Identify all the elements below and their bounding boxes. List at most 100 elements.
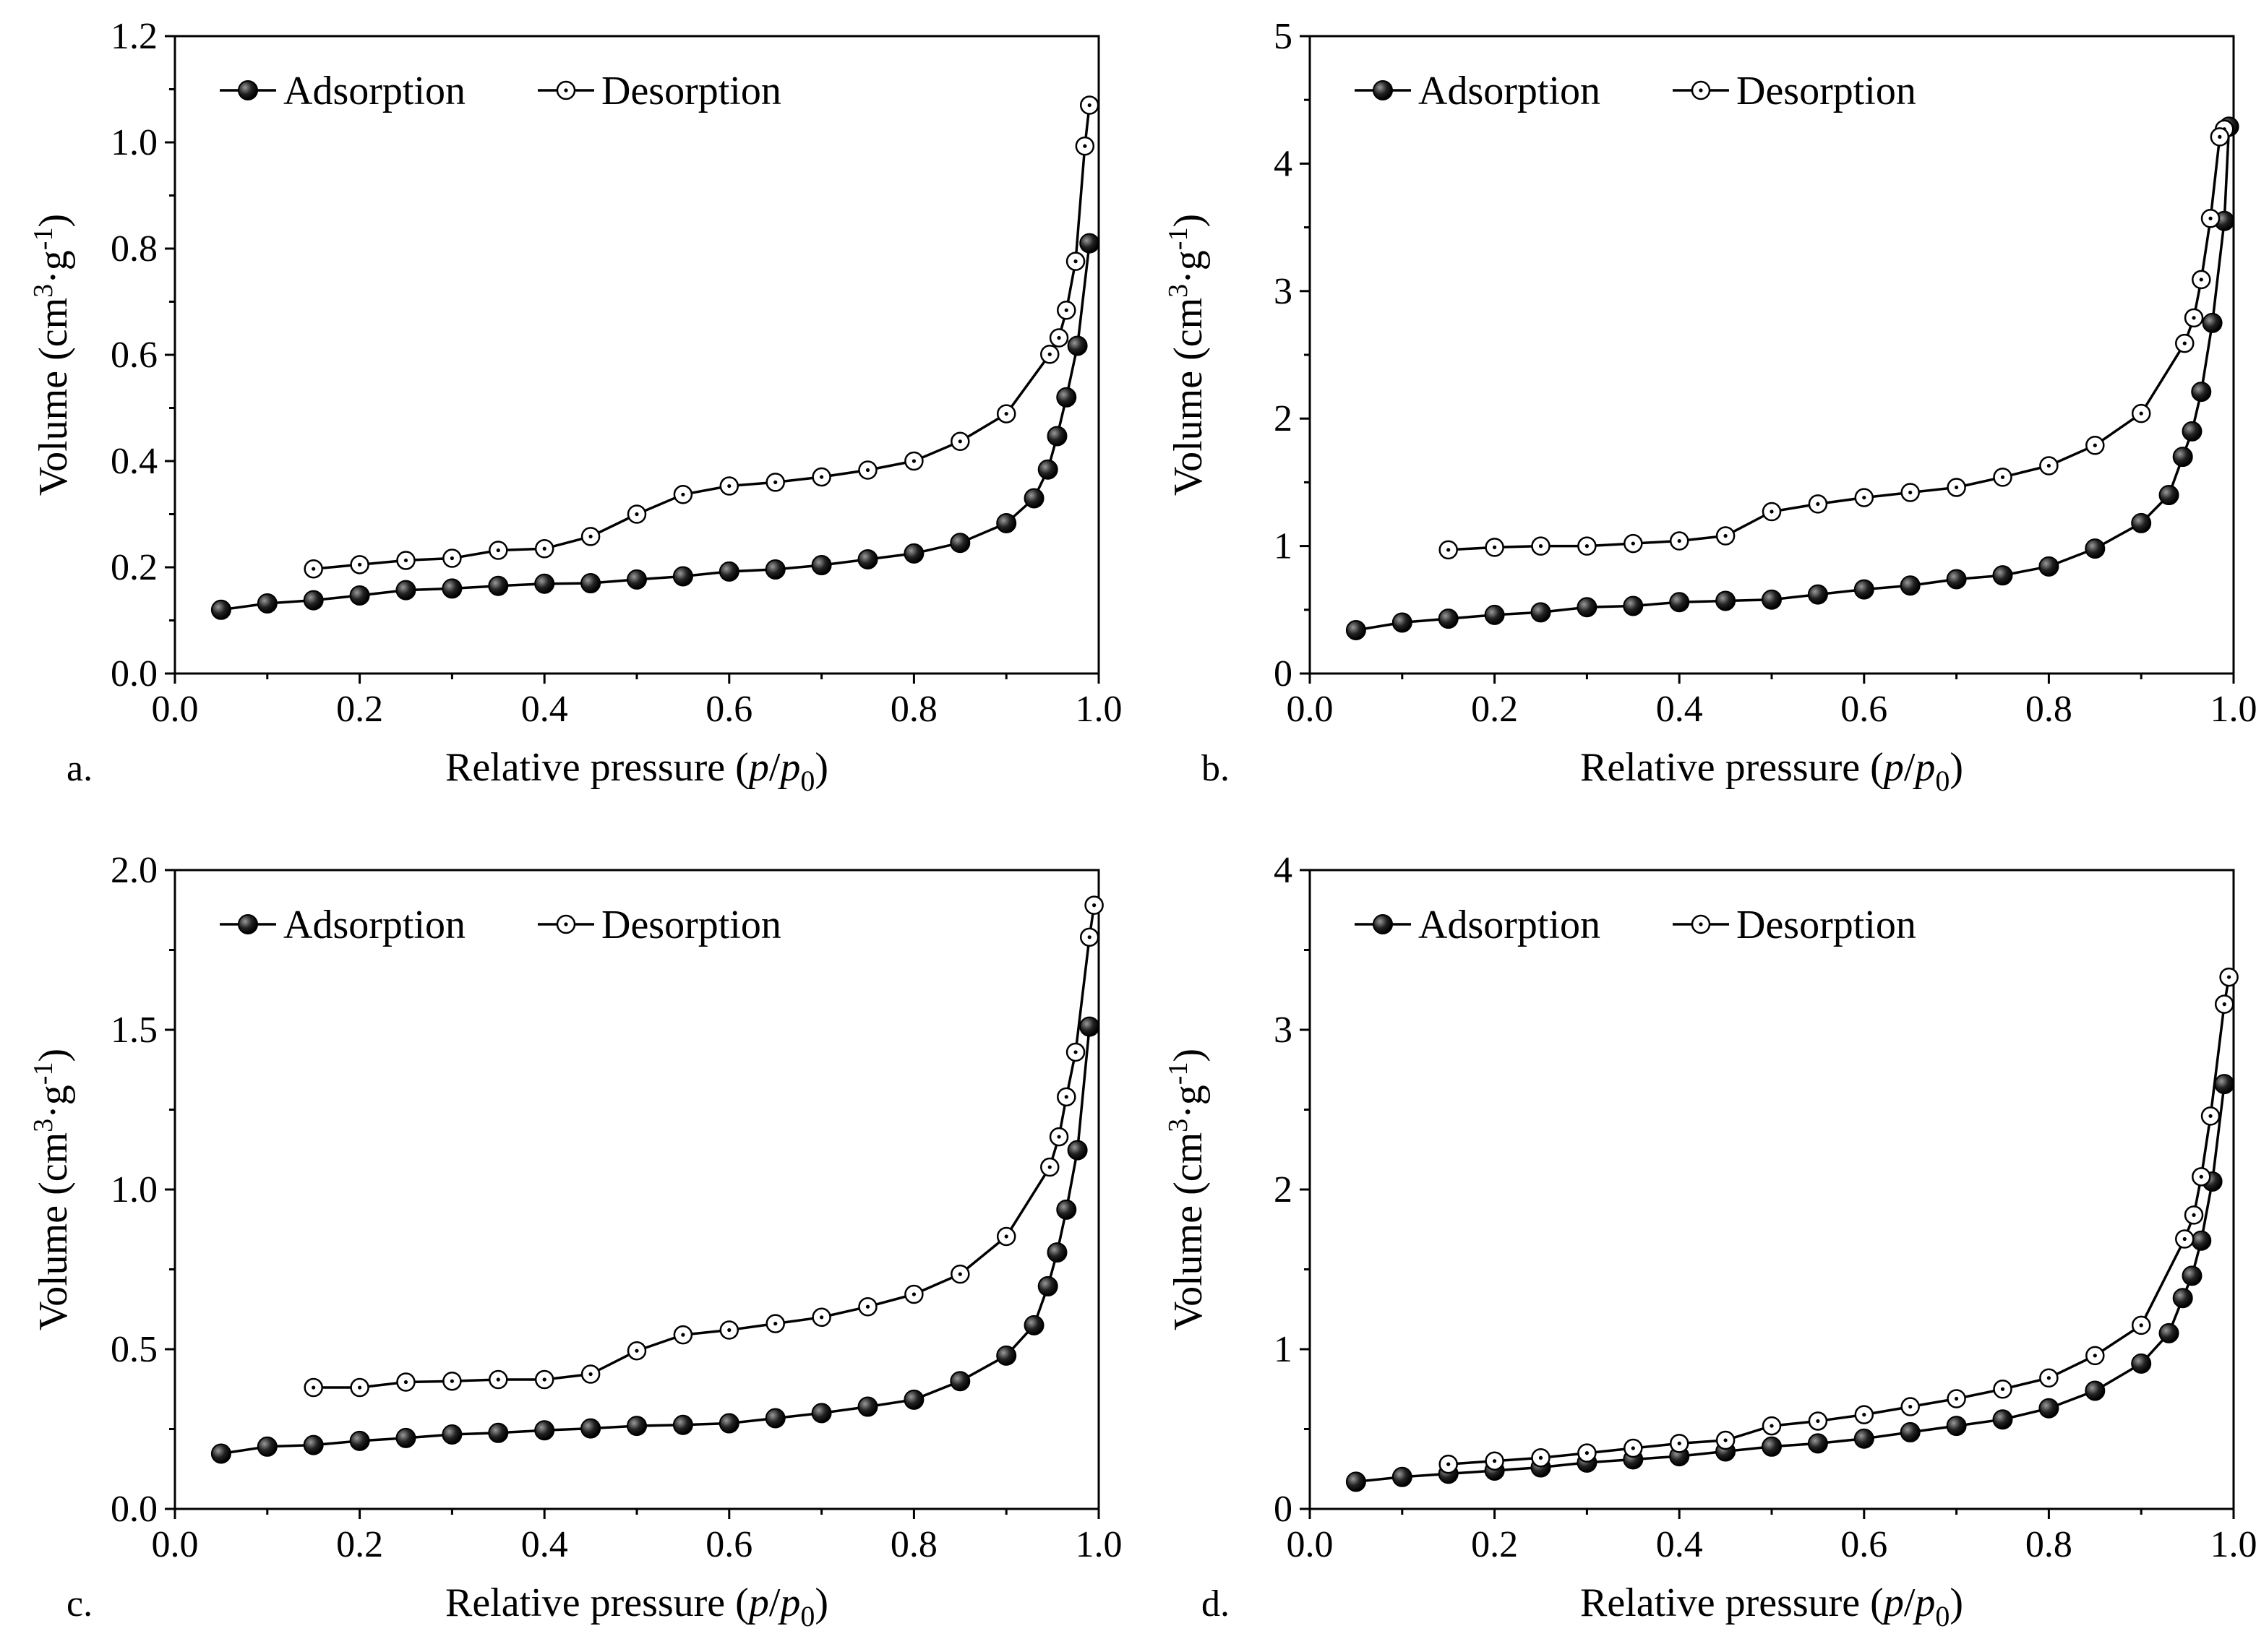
desorption-point	[1065, 1042, 1086, 1062]
desorption-point-dot	[1073, 1050, 1078, 1054]
y-axis-title-part: Volume (cm	[1166, 1132, 1211, 1330]
adsorption-point	[2172, 1288, 2193, 1309]
adsorption-point	[488, 1422, 509, 1443]
x-axis-title-part: Relative pressure (	[1580, 1580, 1884, 1625]
desorption-point-dot	[820, 1315, 824, 1320]
desorption-point-dot	[542, 1377, 546, 1382]
x-axis-title-part: Relative pressure (	[445, 745, 749, 790]
x-axis-title-part: )	[1950, 745, 1963, 790]
desorption-point-dot	[2208, 1114, 2213, 1118]
legend-marker-adsorption	[238, 914, 258, 934]
desorption-point	[304, 559, 323, 579]
x-tick-label: 0.4	[1656, 1524, 1703, 1565]
series-line-desorption	[313, 105, 1091, 570]
desorption-point-dot	[1723, 533, 1728, 538]
x-tick-label: 0.6	[705, 1524, 752, 1565]
desorption-point-dot	[1770, 1424, 1774, 1428]
desorption-point	[1947, 478, 1966, 497]
series-desorption	[304, 895, 1104, 1398]
adsorption-point	[2172, 447, 2193, 468]
x-axis-title-part: p	[746, 1580, 769, 1625]
adsorption-point	[1438, 608, 1459, 629]
desorption-point	[350, 555, 369, 575]
y-tick-label: 0.6	[111, 335, 158, 376]
y-axis-title-part: ·g	[31, 250, 76, 284]
adsorption-point	[1577, 597, 1597, 618]
desorption-point-dot	[820, 475, 824, 479]
y-tick-label: 1.5	[111, 1010, 158, 1051]
desorption-point	[396, 551, 416, 570]
adsorption-point	[1056, 1199, 1077, 1220]
desorption-point	[2131, 403, 2151, 423]
adsorption-point	[1047, 426, 1068, 447]
desorption-point	[1808, 1411, 1828, 1431]
adsorption-point	[257, 593, 278, 614]
legend-label-desorption: Desorption	[601, 69, 781, 113]
desorption-point	[812, 1307, 831, 1328]
adsorption-point	[765, 559, 786, 580]
x-axis-title-part: )	[815, 745, 828, 790]
adsorption-point	[672, 566, 693, 587]
desorption-point	[2184, 1205, 2204, 1225]
desorption-point-dot	[2222, 1002, 2226, 1007]
desorption-point-dot	[1677, 538, 1681, 543]
desorption-point	[534, 539, 554, 559]
desorption-point-dot	[1677, 1441, 1681, 1445]
desorption-point-dot	[1770, 509, 1774, 514]
legend: Adsorption Desorption	[1355, 69, 1916, 113]
legend-label-desorption: Desorption	[601, 903, 781, 947]
legend-label-adsorption: Adsorption	[1418, 903, 1600, 947]
desorption-point	[2039, 1368, 2059, 1388]
y-axis-title-part: Volume (cm	[1166, 298, 1211, 496]
desorption-point	[1577, 1443, 1597, 1463]
desorption-point	[1854, 1405, 1874, 1424]
y-axis-title-part: -1	[1163, 1062, 1193, 1085]
desorption-point	[812, 467, 831, 487]
desorption-point-dot	[1493, 1459, 1497, 1463]
desorption-point	[534, 1369, 554, 1390]
adsorption-point	[904, 543, 925, 564]
adsorption-point	[2131, 1353, 2152, 1374]
adsorption-point	[1047, 1242, 1068, 1263]
adsorption-point	[2158, 485, 2179, 506]
desorption-point-dot	[1538, 544, 1543, 548]
adsorption-point	[1669, 592, 1690, 613]
y-tick-label: 1	[1274, 526, 1292, 567]
desorption-point-dot	[1816, 502, 1820, 506]
adsorption-point	[627, 569, 647, 590]
desorption-point-dot	[2046, 1376, 2051, 1380]
y-axis-title: Volume (cm3·g-1)	[28, 1049, 76, 1330]
legend-marker-desorption	[556, 914, 576, 934]
y-axis-title-part: 3	[1163, 1119, 1193, 1132]
adsorption-point	[765, 1408, 786, 1429]
adsorption-point	[1900, 575, 1921, 596]
desorption-point-dot	[1908, 490, 1913, 495]
desorption-point-dot	[1064, 308, 1068, 312]
y-axis-title-part: ·g	[31, 1085, 76, 1119]
adsorption-point	[1623, 595, 1644, 616]
adsorption-point	[950, 533, 971, 554]
legend-marker-desorption	[1691, 914, 1711, 934]
desorption-point	[2192, 270, 2211, 290]
y-axis-title-part: 3	[1163, 284, 1193, 298]
x-tick-label: 0.8	[2025, 689, 2072, 730]
desorption-point-dot	[727, 1328, 732, 1333]
desorption-point	[1531, 1448, 1551, 1468]
adsorption-point	[303, 590, 324, 611]
adsorption-point	[1992, 1409, 2013, 1430]
plot-frame	[173, 869, 1100, 1510]
desorption-point	[1057, 1087, 1076, 1107]
desorption-point-dot	[2182, 1236, 2187, 1242]
desorption-point	[719, 1320, 739, 1340]
legend: Adsorption Desorption	[1355, 903, 1916, 947]
desorption-point	[1762, 1416, 1782, 1436]
x-axis-title-part: p	[1881, 1580, 1904, 1625]
y-axis-title-part: ·g	[1166, 1085, 1211, 1119]
desorption-point	[1993, 468, 2012, 487]
adsorption-point	[1807, 584, 1828, 605]
desorption-point-dot	[1064, 1095, 1068, 1099]
adsorption-point	[719, 1413, 739, 1434]
adsorption-point	[672, 1414, 693, 1435]
adsorption-point	[857, 1396, 878, 1417]
y-axis-title: Volume (cm3·g-1)	[28, 214, 76, 496]
